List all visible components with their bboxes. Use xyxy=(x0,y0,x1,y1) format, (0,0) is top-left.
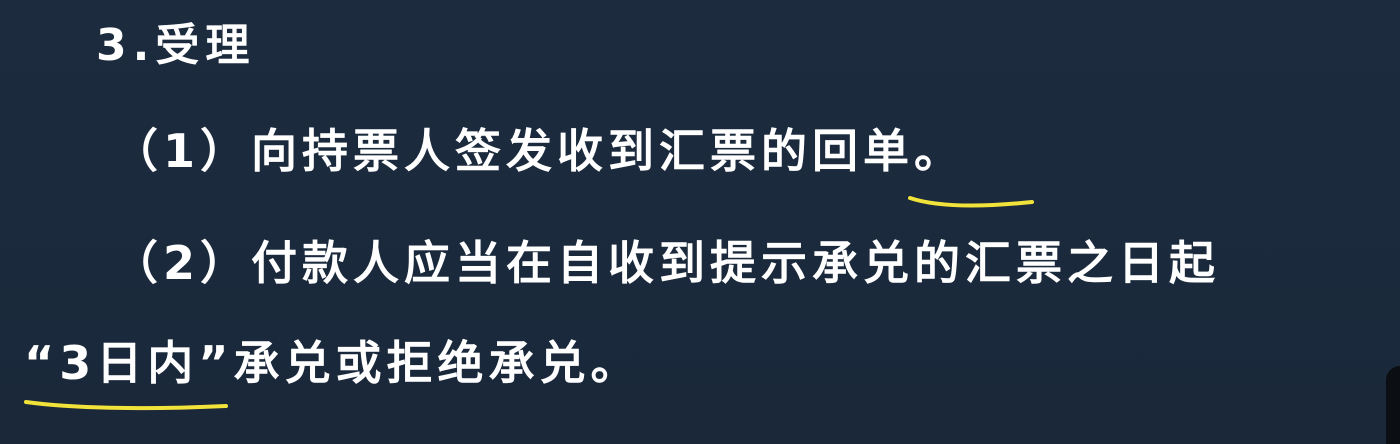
highlight-three-days: “3日内” xyxy=(24,336,234,390)
list-item-1: （1）向持票人签发收到汇票的回单。 xyxy=(112,128,965,174)
handwritten-underline-receipt xyxy=(908,196,1034,208)
handwritten-underline-three-days xyxy=(24,400,228,411)
section-heading: 3.受理 xyxy=(96,20,256,71)
list-item-2-line-1: （2）付款人应当在自收到提示承兑的汇票之日起 xyxy=(112,236,1221,290)
list-item-1-end: 。 xyxy=(914,124,966,178)
list-item-2-line-2: “3日内”承兑或拒绝承兑。 xyxy=(24,340,641,386)
highlight-receipt: 回单 xyxy=(812,124,915,178)
list-item-1-text: （1）向持票人签发收到汇票的 xyxy=(112,124,813,178)
list-item-2-line-2-text: 承兑或拒绝承兑。 xyxy=(233,336,642,390)
presenter-silhouette-edge xyxy=(1386,366,1400,444)
